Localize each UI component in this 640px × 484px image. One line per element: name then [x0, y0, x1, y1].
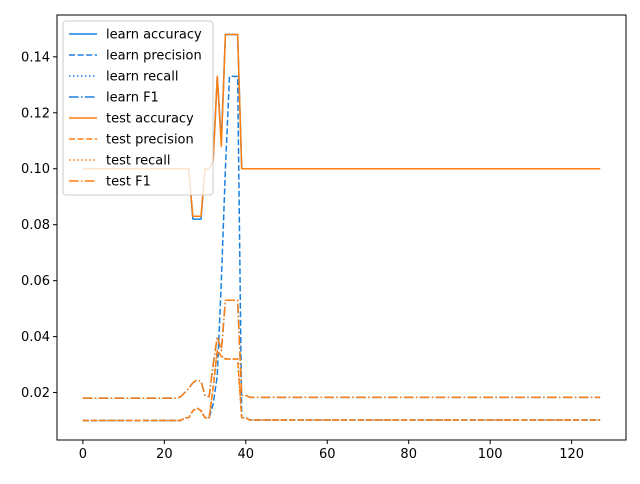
y-tick-label: 0.02 [21, 386, 50, 401]
x-tick-label: 120 [559, 447, 584, 462]
legend-label: test recall [106, 154, 171, 169]
x-tick-label: 0 [79, 447, 87, 462]
legend-label: test F1 [106, 175, 151, 190]
x-tick-label: 80 [400, 447, 417, 462]
series-line-test-recall [82, 349, 601, 422]
plot-lines [82, 33, 601, 422]
legend-label: learn recall [106, 70, 178, 85]
x-tick-label: 20 [156, 447, 173, 462]
legend: learn accuracy learn precision learn recal… [62, 20, 214, 196]
legend-label: learn precision [106, 49, 202, 64]
series-line-test-f1 [82, 299, 601, 399]
y-tick-label: 0.12 [21, 106, 50, 121]
y-tick-label: 0.06 [21, 274, 50, 289]
x-tick-label: 40 [238, 447, 255, 462]
axes-frame [56, 14, 627, 441]
y-tick-label: 0.08 [21, 218, 50, 233]
legend-label: test accuracy [106, 112, 194, 127]
y-tick-label: 0.14 [21, 50, 50, 65]
legend-box [62, 20, 214, 196]
x-tick-label: 60 [319, 447, 336, 462]
y-axis-ticks: 0.02 0.04 0.06 0.08 0.10 0.12 0.14 [21, 50, 57, 401]
x-tick-label: 100 [478, 447, 503, 462]
legend-label: test precision [106, 133, 194, 148]
y-tick-label: 0.10 [21, 162, 50, 177]
legend-label: learn accuracy [106, 28, 202, 43]
legend-label: learn F1 [106, 91, 159, 106]
x-axis-ticks: 0 20 40 60 80 100 120 [79, 440, 584, 462]
y-tick-label: 0.04 [21, 330, 50, 345]
